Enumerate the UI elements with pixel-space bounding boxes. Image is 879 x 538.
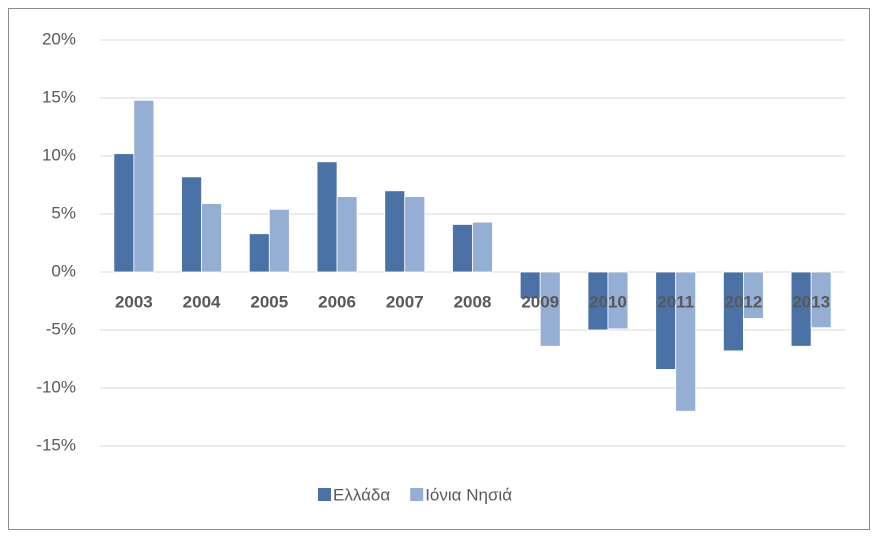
bar bbox=[113, 153, 135, 273]
y-tick-label: 20% bbox=[42, 29, 76, 48]
legend-swatch bbox=[318, 488, 331, 501]
legend-label: Ελλάδα bbox=[333, 485, 390, 504]
bar bbox=[810, 271, 832, 329]
bar bbox=[675, 271, 697, 412]
bar bbox=[607, 271, 629, 330]
x-tick-label: 2011 bbox=[657, 292, 694, 311]
bar bbox=[472, 221, 493, 273]
x-tick-label: 2007 bbox=[386, 292, 424, 311]
x-tick-label: 2005 bbox=[250, 292, 288, 311]
bar bbox=[316, 161, 338, 273]
x-tick-label: 2009 bbox=[521, 292, 559, 311]
y-tick-label: 0% bbox=[51, 261, 76, 280]
y-tick-label: -5% bbox=[46, 319, 76, 338]
legend-swatch bbox=[410, 488, 424, 501]
legend-label: Ιόνια Νησιά bbox=[425, 485, 512, 504]
bar bbox=[655, 271, 677, 370]
bar bbox=[404, 196, 426, 273]
bar bbox=[336, 196, 358, 273]
x-tick-label: 2003 bbox=[115, 292, 153, 311]
bar bbox=[248, 233, 270, 273]
y-tick-label: 5% bbox=[51, 203, 76, 222]
bar bbox=[384, 190, 406, 273]
bar bbox=[452, 224, 473, 273]
x-tick-label: 2013 bbox=[792, 292, 830, 311]
x-tick-label: 2012 bbox=[724, 292, 762, 311]
y-tick-label: 15% bbox=[42, 87, 76, 106]
bar bbox=[181, 176, 202, 273]
bar bbox=[743, 271, 764, 319]
bar bbox=[133, 99, 155, 273]
bar bbox=[539, 271, 561, 347]
bar bbox=[201, 203, 222, 273]
y-tick-label: -10% bbox=[36, 377, 76, 396]
x-tick-label: 2006 bbox=[318, 292, 356, 311]
x-tick-label: 2004 bbox=[183, 292, 221, 311]
bar bbox=[268, 208, 290, 273]
x-tick-label: 2008 bbox=[454, 292, 492, 311]
x-tick-label: 2010 bbox=[589, 292, 627, 311]
y-tick-label: 10% bbox=[42, 145, 76, 164]
y-tick-label: -15% bbox=[36, 435, 76, 454]
